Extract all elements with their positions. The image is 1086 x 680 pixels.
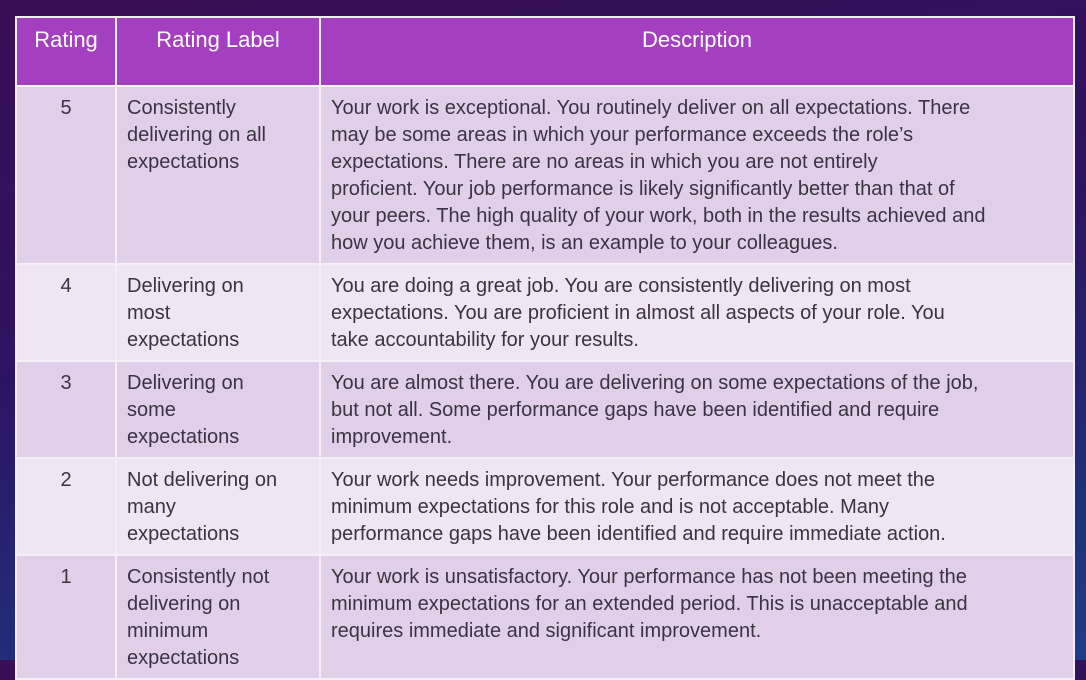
label-line: Consistently [127,97,236,119]
description-line: minimum expectations for this role and i… [331,496,890,518]
rating-label-cell: Delivering on most expectations [115,263,321,362]
description-line: minimum expectations for an extended per… [331,593,968,615]
label-line: Delivering on [127,372,244,394]
description-line: requires immediate and significant impro… [331,620,762,642]
table-row: 5 Consistently delivering on all expectatio… [15,85,1075,265]
description-line: Your work is unsatisfactory. Your perfor… [331,566,967,588]
rating-table: Rating Rating Label Description 5 Consist… [15,16,1075,680]
description-cell: You are doing a great job. You are consi… [319,263,1075,362]
description-cell: Your work is exceptional. You routinely … [319,85,1075,265]
table-row: 3 Delivering on some expectations You are al… [15,360,1075,459]
label-line: delivering on [127,593,241,615]
description-cell: Your work is unsatisfactory. Your perfor… [319,554,1075,680]
header-row: Rating Rating Label Description [15,16,1075,87]
header-rating: Rating [15,16,117,87]
rating-label-cell: Consistently delivering on all expectation… [115,85,321,265]
table-row: 1 Consistently not delivering on minimum exp… [15,554,1075,680]
rating-cell: 5 [15,85,117,265]
rating-label-cell: Not delivering on many expectations [115,457,321,556]
rating-cell: 2 [15,457,117,556]
rating-cell: 4 [15,263,117,362]
rating-label-cell: Consistently not delivering on minimum expe… [115,554,321,680]
label-line: many [127,496,176,518]
description-line: expectations. You are proficient in almo… [331,302,945,324]
label-line: delivering on all [127,124,266,146]
rating-cell: 3 [15,360,117,459]
rating-label-cell: Delivering on some expectations [115,360,321,459]
description-line: expectations. There are no areas in whic… [331,151,878,173]
description-line: but not all. Some performance gaps have … [331,399,940,421]
label-line: expectations [127,329,240,351]
header-rating-label: Rating Label [115,16,321,87]
description-cell: Your work needs improvement. Your perfor… [319,457,1075,556]
label-line: most [127,302,171,324]
description-line: performance gaps have been identified an… [331,523,946,545]
label-line: Consistently not [127,566,270,588]
description-line: Your work is exceptional. You routinely … [331,97,971,119]
description-line: Your work needs improvement. Your perfor… [331,469,936,491]
header-description: Description [319,16,1075,87]
label-line: Delivering on [127,275,244,297]
description-cell: You are almost there. You are delivering… [319,360,1075,459]
description-line: improvement. [331,426,453,448]
description-line: proficient. Your job performance is like… [331,178,955,200]
table-row: 4 Delivering on most expectations You are do… [15,263,1075,362]
label-line: minimum [127,620,209,642]
label-line: expectations [127,151,240,173]
description-line: You are doing a great job. You are consi… [331,275,911,297]
label-line: expectations [127,523,240,545]
description-line: take accountability for your results. [331,329,639,351]
description-line: You are almost there. You are delivering… [331,372,979,394]
rating-cell: 1 [15,554,117,680]
description-line: how you achieve them, is an example to y… [331,232,838,254]
label-line: expectations [127,647,240,669]
description-line: your peers. The high quality of your wor… [331,205,986,227]
table-row: 2 Not delivering on many expectations Your w… [15,457,1075,556]
label-line: Not delivering on [127,469,278,491]
label-line: expectations [127,426,240,448]
label-line: some [127,399,176,421]
description-line: may be some areas in which your performa… [331,124,914,146]
